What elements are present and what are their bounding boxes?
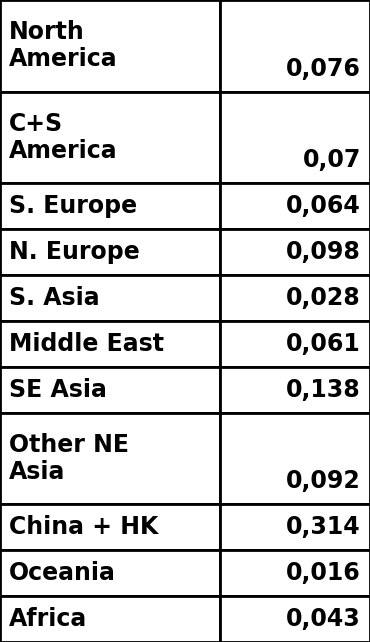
Text: S. Asia: S. Asia (9, 286, 100, 310)
Bar (220, 367, 370, 413)
Text: 0,064: 0,064 (286, 195, 361, 218)
Text: 0,314: 0,314 (286, 516, 361, 539)
Text: 0,098: 0,098 (286, 240, 361, 265)
Bar (0, 505, 220, 550)
Text: Oceania: Oceania (9, 561, 116, 586)
Bar (0, 367, 220, 413)
Bar (220, 229, 370, 275)
Text: Middle East: Middle East (9, 332, 164, 356)
Text: 0,043: 0,043 (286, 607, 361, 631)
Text: Other NE
Asia: Other NE Asia (9, 433, 129, 484)
Bar (220, 596, 370, 642)
Text: 0,016: 0,016 (286, 561, 361, 586)
Text: C+S
America: C+S America (9, 112, 118, 163)
Text: 0,07: 0,07 (302, 148, 361, 173)
Bar (0, 184, 220, 229)
Text: SE Asia: SE Asia (9, 377, 107, 402)
Bar (0, 229, 220, 275)
Text: 0,076: 0,076 (286, 56, 361, 81)
Bar (220, 321, 370, 367)
Text: 0,028: 0,028 (286, 286, 361, 310)
Bar (0, 0, 220, 92)
Text: 0,092: 0,092 (286, 469, 361, 494)
Text: North
America: North America (9, 21, 118, 71)
Text: Africa: Africa (9, 607, 87, 631)
Bar (0, 321, 220, 367)
Bar (220, 184, 370, 229)
Bar (0, 275, 220, 321)
Text: N. Europe: N. Europe (9, 240, 140, 265)
Bar (220, 0, 370, 92)
Text: 0,138: 0,138 (286, 377, 361, 402)
Bar (220, 275, 370, 321)
Text: 0,061: 0,061 (286, 332, 361, 356)
Bar (0, 596, 220, 642)
Text: S. Europe: S. Europe (9, 195, 137, 218)
Bar (220, 505, 370, 550)
Bar (220, 413, 370, 505)
Bar (0, 550, 220, 596)
Bar (0, 413, 220, 505)
Bar (0, 92, 220, 184)
Bar (220, 92, 370, 184)
Text: China + HK: China + HK (9, 516, 159, 539)
Bar (220, 550, 370, 596)
